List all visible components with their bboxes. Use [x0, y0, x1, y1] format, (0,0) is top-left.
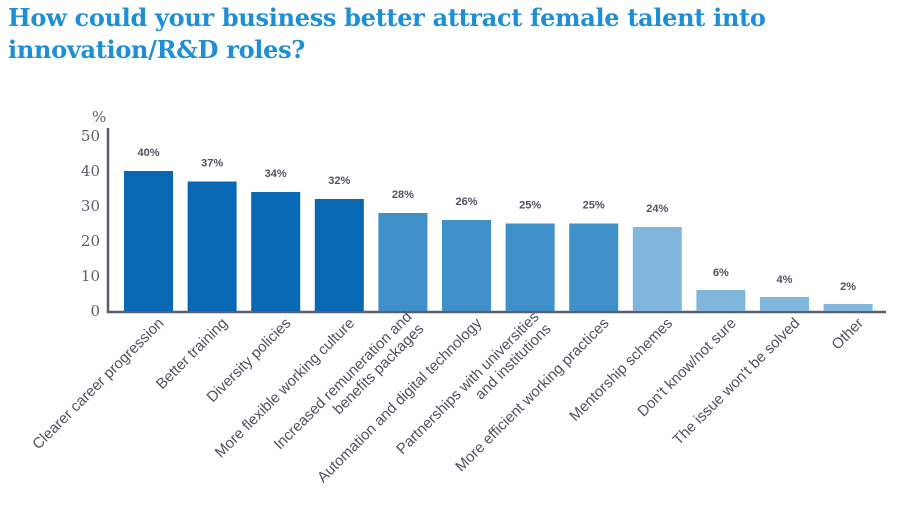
y-tick-label: 10 [81, 267, 100, 285]
y-tick-label: 30 [81, 197, 100, 215]
data-label: 4% [777, 274, 793, 286]
title-line-2: innovation/R&D roles? [8, 35, 306, 64]
y-tick-label: 50 [81, 127, 100, 145]
bar [378, 213, 428, 311]
data-label: 24% [646, 203, 668, 215]
bar [251, 192, 301, 311]
data-label: 34% [265, 168, 287, 180]
y-tick-label: 40 [81, 162, 100, 180]
data-label: 32% [328, 175, 350, 187]
bar [442, 220, 491, 311]
category-label: The issue won't be solved [670, 315, 804, 449]
data-label: 40% [137, 147, 159, 159]
y-tick-label: 0 [90, 302, 100, 320]
category-label-line: Clearer career progression [29, 315, 167, 453]
category-label-line: The issue won't be solved [670, 315, 804, 449]
data-label: 25% [519, 200, 541, 212]
bar [124, 171, 173, 311]
y-axis-label: % [92, 108, 106, 126]
data-label: 6% [713, 267, 729, 279]
bar [569, 223, 619, 311]
data-label: 2% [840, 281, 856, 293]
category-label: Clearer career progression [29, 315, 167, 453]
data-label: 37% [201, 158, 223, 170]
bar [632, 227, 682, 311]
category-label: Other [828, 315, 867, 354]
bar [187, 181, 237, 311]
bar [823, 304, 873, 311]
chart-title: How could your business better attract f… [8, 2, 808, 66]
title-line-1: How could your business better attract f… [8, 3, 766, 32]
y-tick-label: 20 [81, 232, 100, 250]
data-label: 26% [455, 196, 477, 208]
bar [314, 199, 364, 311]
bar [760, 297, 809, 311]
category-label-line: Other [828, 315, 867, 354]
data-label: 25% [583, 200, 605, 212]
bar [696, 290, 746, 311]
bar [505, 223, 555, 311]
data-label: 28% [392, 189, 414, 201]
